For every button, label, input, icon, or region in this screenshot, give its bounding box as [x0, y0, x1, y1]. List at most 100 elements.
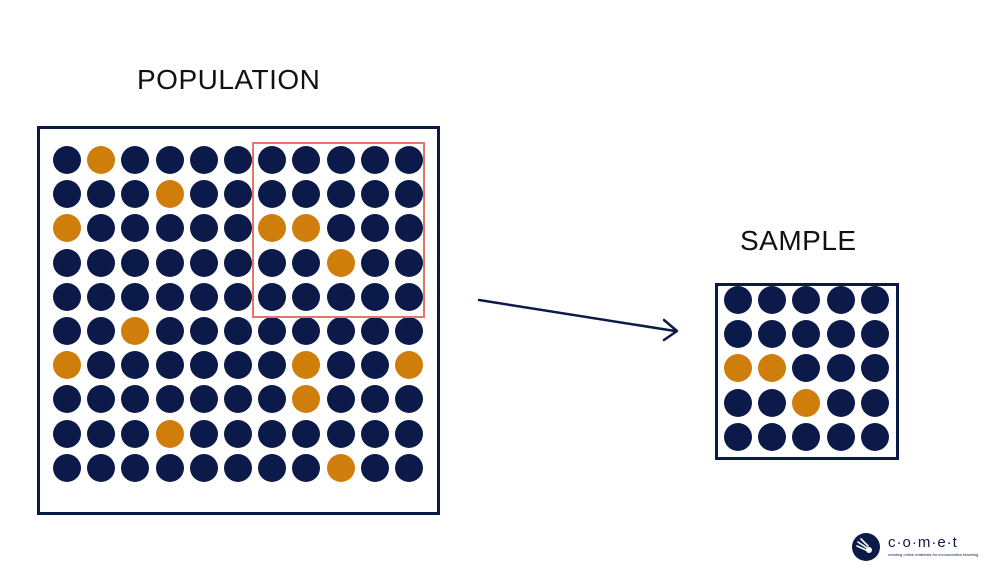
- population-dot: [189, 385, 218, 414]
- population-dot: [395, 248, 423, 277]
- population-dot: [258, 282, 287, 311]
- population-dot: [53, 419, 81, 448]
- population-dot: [292, 282, 321, 311]
- sample-dot: [826, 286, 855, 314]
- population-dot: [224, 351, 252, 380]
- population-dot: [395, 385, 423, 414]
- population-dot: [224, 146, 252, 174]
- population-dot: [258, 419, 287, 448]
- sample-dot: [724, 286, 752, 314]
- population-dot: [87, 214, 116, 243]
- population-dot: [224, 248, 252, 277]
- population-dot: [326, 214, 355, 243]
- sample-dot: [826, 422, 855, 451]
- sample-dot: [792, 354, 821, 383]
- population-dot: [87, 351, 116, 380]
- population-dot: [155, 248, 184, 277]
- population-dot: [326, 317, 355, 345]
- comet-logo: c·o·m·e·t creating online materials for …: [852, 532, 1002, 564]
- population-dot: [292, 419, 321, 448]
- comet-tagline: creating online materials for econometri…: [888, 552, 979, 557]
- population-dot: [155, 351, 184, 380]
- population-highlighted-dot: [395, 351, 423, 380]
- population-highlighted-dot: [292, 385, 321, 414]
- population-dot: [395, 419, 423, 448]
- population-dot: [292, 453, 321, 482]
- population-highlighted-dot: [258, 214, 287, 243]
- population-dot: [53, 180, 81, 209]
- sample-dot: [758, 388, 787, 417]
- population-dot: [189, 146, 218, 174]
- population-dot: [395, 282, 423, 311]
- population-dot: [87, 282, 116, 311]
- sample-highlighted-dot: [792, 388, 821, 417]
- sample-dot: [758, 422, 787, 451]
- population-dot: [360, 385, 389, 414]
- population-dot: [326, 282, 355, 311]
- comet-wordmark: c·o·m·e·t: [888, 534, 958, 551]
- population-dot: [53, 453, 81, 482]
- sample-dot: [826, 354, 855, 383]
- population-highlighted-dot: [121, 317, 150, 345]
- population-dot: [360, 453, 389, 482]
- population-dot: [121, 282, 150, 311]
- population-dot: [53, 385, 81, 414]
- population-dot: [360, 282, 389, 311]
- population-dot: [258, 453, 287, 482]
- population-dot: [189, 317, 218, 345]
- population-dot: [224, 419, 252, 448]
- population-dot: [87, 385, 116, 414]
- population-dot: [189, 453, 218, 482]
- sample-selection-box: [252, 142, 425, 318]
- population-dot: [292, 146, 321, 174]
- population-title: POPULATION: [137, 64, 321, 95]
- population-highlighted-dot: [155, 419, 184, 448]
- population-dot: [292, 317, 321, 345]
- population-dot: [224, 385, 252, 414]
- population-dot: [87, 180, 116, 209]
- population-dot: [360, 248, 389, 277]
- population-dot: [121, 180, 150, 209]
- population-dot: [53, 282, 81, 311]
- population-highlighted-dot: [292, 214, 321, 243]
- population-dot: [258, 351, 287, 380]
- sample-title: SAMPLE: [740, 225, 857, 256]
- population-dot: [121, 146, 150, 174]
- population-dot: [360, 351, 389, 380]
- population-dot: [395, 453, 423, 482]
- population-dot: [121, 214, 150, 243]
- population-dot: [395, 180, 423, 209]
- population-dot: [292, 180, 321, 209]
- population-dot: [189, 282, 218, 311]
- population-dot: [53, 317, 81, 345]
- population-dot: [395, 214, 423, 243]
- sample-dot: [860, 320, 889, 349]
- population-highlighted-dot: [326, 453, 355, 482]
- sample-dot: [792, 320, 821, 349]
- population-dot: [360, 146, 389, 174]
- population-frame: [37, 126, 440, 515]
- population-dot: [395, 317, 423, 345]
- population-dot: [87, 419, 116, 448]
- population-dot: [224, 282, 252, 311]
- population-dot: [87, 317, 116, 345]
- sample-frame: [715, 283, 899, 460]
- sample-dot: [826, 320, 855, 349]
- population-dot: [326, 146, 355, 174]
- sample-dot: [860, 286, 889, 314]
- population-dot: [121, 385, 150, 414]
- sample-dot: [758, 320, 787, 349]
- population-dot: [121, 351, 150, 380]
- population-dot: [53, 146, 81, 174]
- sample-dot: [860, 354, 889, 383]
- population-dot: [121, 419, 150, 448]
- population-dot: [87, 248, 116, 277]
- population-highlighted-dot: [326, 248, 355, 277]
- population-dot: [292, 248, 321, 277]
- population-dot: [155, 453, 184, 482]
- population-highlighted-dot: [53, 351, 81, 380]
- population-dot: [395, 146, 423, 174]
- sample-dot: [860, 388, 889, 417]
- population-dot: [224, 317, 252, 345]
- population-dot: [155, 282, 184, 311]
